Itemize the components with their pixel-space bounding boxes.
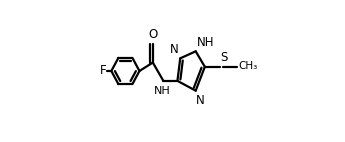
Text: S: S [221, 51, 228, 64]
Text: NH: NH [196, 36, 214, 49]
Text: CH₃: CH₃ [238, 61, 257, 71]
Text: N: N [170, 43, 179, 56]
Text: O: O [148, 28, 157, 41]
Text: NH: NH [154, 86, 171, 96]
Text: F: F [100, 64, 107, 78]
Text: N: N [196, 94, 205, 107]
